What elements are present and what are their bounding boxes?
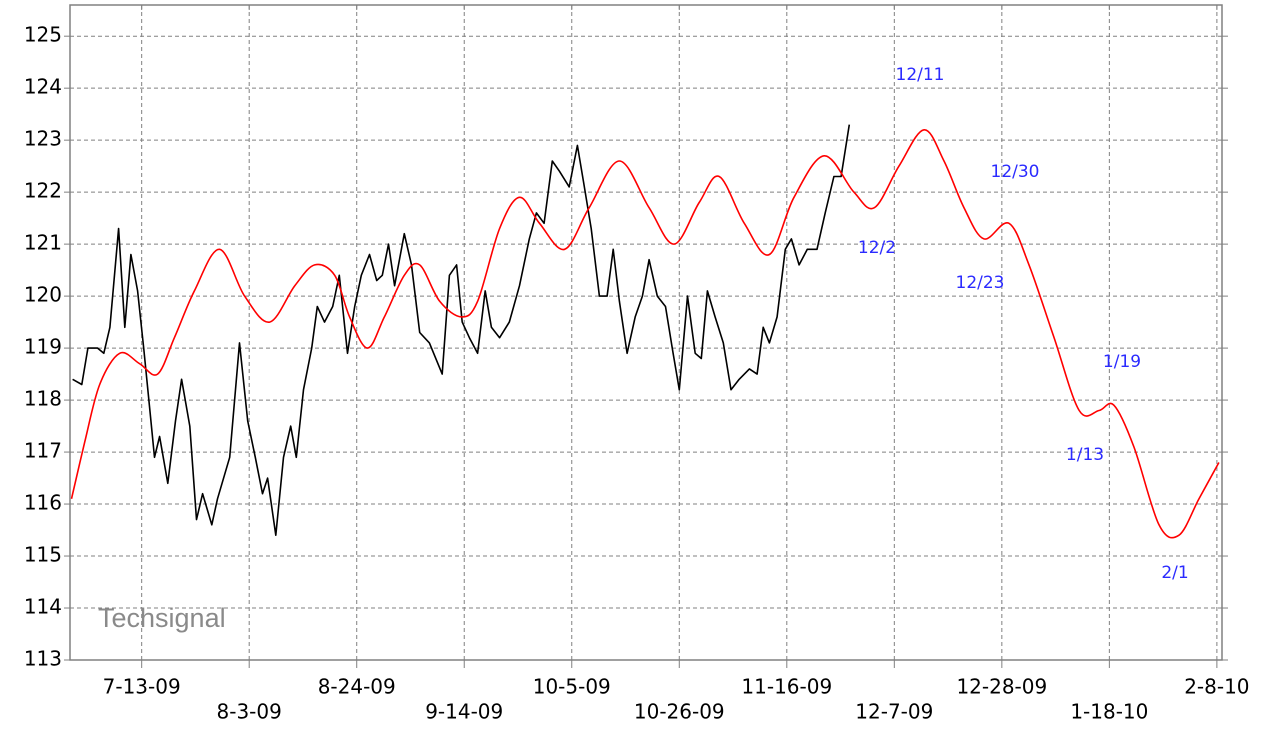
x-tick-label: 9-14-09 — [425, 700, 503, 724]
x-tick-label: 8-3-09 — [217, 700, 282, 724]
y-tick-label: 117 — [24, 439, 62, 463]
series-line — [70, 129, 1220, 539]
x-tick-label: 10-5-09 — [533, 675, 611, 699]
y-tick-label: 116 — [24, 491, 62, 515]
y-tick-label: 115 — [24, 543, 62, 567]
annotation: 2/1 — [1161, 563, 1188, 583]
y-tick-label: 114 — [24, 595, 62, 619]
x-tick-label: 2-8-10 — [1184, 675, 1249, 699]
y-tick-label: 121 — [24, 231, 62, 255]
x-tick-label: 11-16-09 — [741, 675, 832, 699]
plot-frame — [69, 4, 1223, 661]
labels-layer: 113 114 115 116 117 118 119 120 121 122 123 124 125 7… — [24, 23, 1250, 724]
x-tick-label: 10-26-09 — [634, 700, 725, 724]
y-tick-label: 120 — [24, 283, 62, 307]
y-tick-label: 122 — [24, 179, 62, 203]
annotation: 12/30 — [991, 162, 1040, 182]
watermark: Techsignal — [98, 603, 226, 633]
y-tick-label: 124 — [24, 75, 62, 99]
y-tick-label: 113 — [24, 647, 62, 671]
y-tick-label: 118 — [24, 387, 62, 411]
annotation: 12/23 — [956, 273, 1005, 293]
x-tick-label: 12-7-09 — [855, 700, 933, 724]
x-tick-label: 7-13-09 — [103, 675, 181, 699]
series-line — [72, 124, 851, 536]
annotation: 1/19 — [1103, 352, 1141, 372]
x-tick-label: 12-28-09 — [956, 675, 1047, 699]
annotation: 12/11 — [896, 65, 945, 85]
annotation: 12/2 — [858, 238, 896, 258]
x-tick-label: 8-24-09 — [318, 675, 396, 699]
lines-layer — [70, 124, 1220, 539]
y-tick-label: 123 — [24, 127, 62, 151]
x-tick-label: 1-18-10 — [1070, 700, 1148, 724]
annotation: 1/13 — [1066, 445, 1104, 465]
y-tick-label: 119 — [24, 335, 62, 359]
y-tick-label: 125 — [24, 23, 62, 47]
